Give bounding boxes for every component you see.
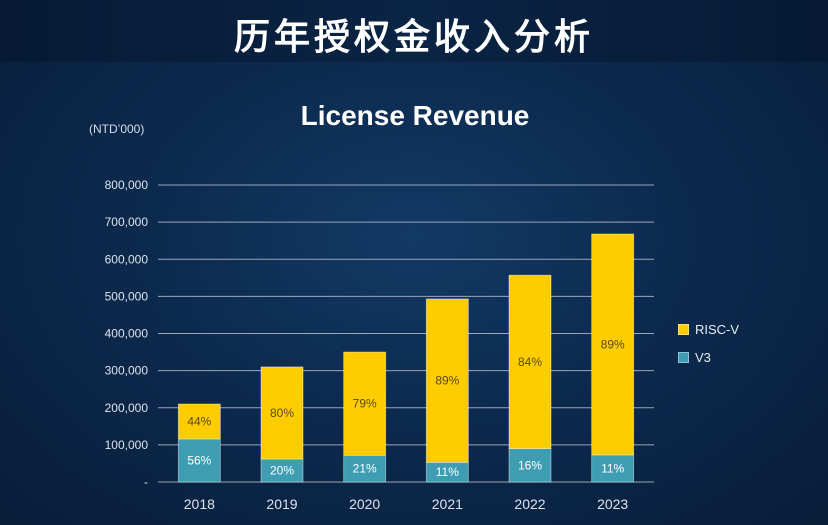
y-tick-label: 200,000 bbox=[105, 401, 149, 415]
legend: RISC-V V3 bbox=[678, 322, 739, 378]
x-tick-label: 2018 bbox=[184, 496, 215, 512]
data-label: 89% bbox=[435, 374, 459, 388]
bar-segment-v3 bbox=[177, 438, 221, 483]
y-tick-label: 800,000 bbox=[105, 178, 149, 192]
y-tick-label: 600,000 bbox=[105, 252, 149, 266]
legend-swatch-v3 bbox=[678, 351, 689, 363]
y-tick-label: 500,000 bbox=[105, 289, 149, 303]
data-label: 20% bbox=[270, 463, 294, 477]
data-label: 11% bbox=[436, 465, 459, 479]
legend-swatch-risc-v bbox=[678, 323, 689, 335]
x-tick-label: 2021 bbox=[432, 496, 463, 512]
bar-segment-riscv bbox=[425, 298, 469, 463]
y-tick-label: 100,000 bbox=[105, 438, 149, 452]
data-label: 84% bbox=[518, 355, 542, 369]
bar-segment-riscv bbox=[343, 351, 387, 456]
legend-item-risc-v: RISC-V bbox=[678, 321, 740, 337]
data-label: 56% bbox=[187, 453, 211, 467]
page-title: 历年授权金收入分析 bbox=[233, 17, 594, 58]
y-tick-label: 700,000 bbox=[105, 215, 149, 229]
x-tick-label: 2023 bbox=[597, 496, 628, 512]
data-label: 89% bbox=[601, 337, 625, 351]
x-tick-label: 2022 bbox=[514, 496, 545, 512]
chart-title: License Revenue bbox=[300, 100, 530, 131]
y-tick-label: 400,000 bbox=[105, 327, 149, 341]
x-tick-label: 2020 bbox=[349, 496, 380, 512]
title-band bbox=[0, 0, 828, 62]
bar-segment-v3 bbox=[343, 454, 387, 483]
data-label: 80% bbox=[270, 406, 294, 420]
y-tick-label: - bbox=[144, 475, 148, 489]
legend-label-v3: V3 bbox=[695, 349, 711, 365]
data-label: 21% bbox=[353, 462, 377, 476]
legend-label-risc-v: RISC-V bbox=[695, 321, 740, 337]
data-label: 79% bbox=[353, 397, 377, 411]
data-label: 16% bbox=[518, 458, 542, 472]
legend-item-v3: V3 bbox=[678, 349, 739, 365]
bar-segment-riscv bbox=[508, 274, 552, 449]
y-tick-label: 300,000 bbox=[105, 364, 149, 378]
data-label: 11% bbox=[601, 461, 624, 475]
bar-segment-riscv bbox=[260, 366, 304, 460]
x-tick-label: 2019 bbox=[266, 496, 297, 512]
data-label: 44% bbox=[187, 414, 211, 428]
unit-label: (NTD’000) bbox=[89, 122, 145, 136]
bar-segment-riscv bbox=[591, 233, 635, 456]
bar-segment-v3 bbox=[508, 448, 552, 483]
bar-segment-riscv bbox=[177, 403, 221, 440]
